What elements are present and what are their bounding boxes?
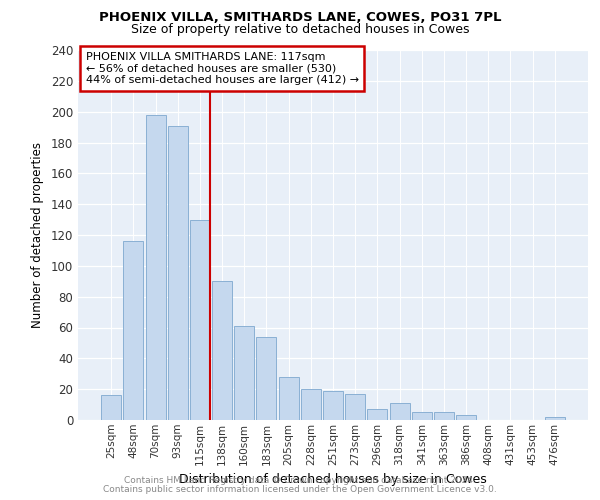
Text: PHOENIX VILLA, SMITHARDS LANE, COWES, PO31 7PL: PHOENIX VILLA, SMITHARDS LANE, COWES, PO… bbox=[99, 11, 501, 24]
Text: Contains HM Land Registry data © Crown copyright and database right 2024.: Contains HM Land Registry data © Crown c… bbox=[124, 476, 476, 485]
Bar bbox=[323, 390, 343, 420]
Bar bbox=[146, 115, 166, 420]
Bar bbox=[456, 416, 476, 420]
Bar bbox=[412, 412, 432, 420]
Bar bbox=[345, 394, 365, 420]
X-axis label: Distribution of detached houses by size in Cowes: Distribution of detached houses by size … bbox=[179, 473, 487, 486]
Text: Contains public sector information licensed under the Open Government Licence v3: Contains public sector information licen… bbox=[103, 484, 497, 494]
Bar bbox=[190, 220, 210, 420]
Bar bbox=[278, 377, 299, 420]
Bar bbox=[124, 241, 143, 420]
Bar bbox=[389, 403, 410, 420]
Bar bbox=[168, 126, 188, 420]
Bar bbox=[367, 409, 388, 420]
Y-axis label: Number of detached properties: Number of detached properties bbox=[31, 142, 44, 328]
Bar bbox=[434, 412, 454, 420]
Bar bbox=[101, 396, 121, 420]
Text: Size of property relative to detached houses in Cowes: Size of property relative to detached ho… bbox=[131, 22, 469, 36]
Bar bbox=[234, 326, 254, 420]
Bar bbox=[545, 417, 565, 420]
Text: PHOENIX VILLA SMITHARDS LANE: 117sqm
← 56% of detached houses are smaller (530)
: PHOENIX VILLA SMITHARDS LANE: 117sqm ← 5… bbox=[86, 52, 359, 85]
Bar bbox=[301, 389, 321, 420]
Bar bbox=[212, 281, 232, 420]
Bar bbox=[256, 337, 277, 420]
